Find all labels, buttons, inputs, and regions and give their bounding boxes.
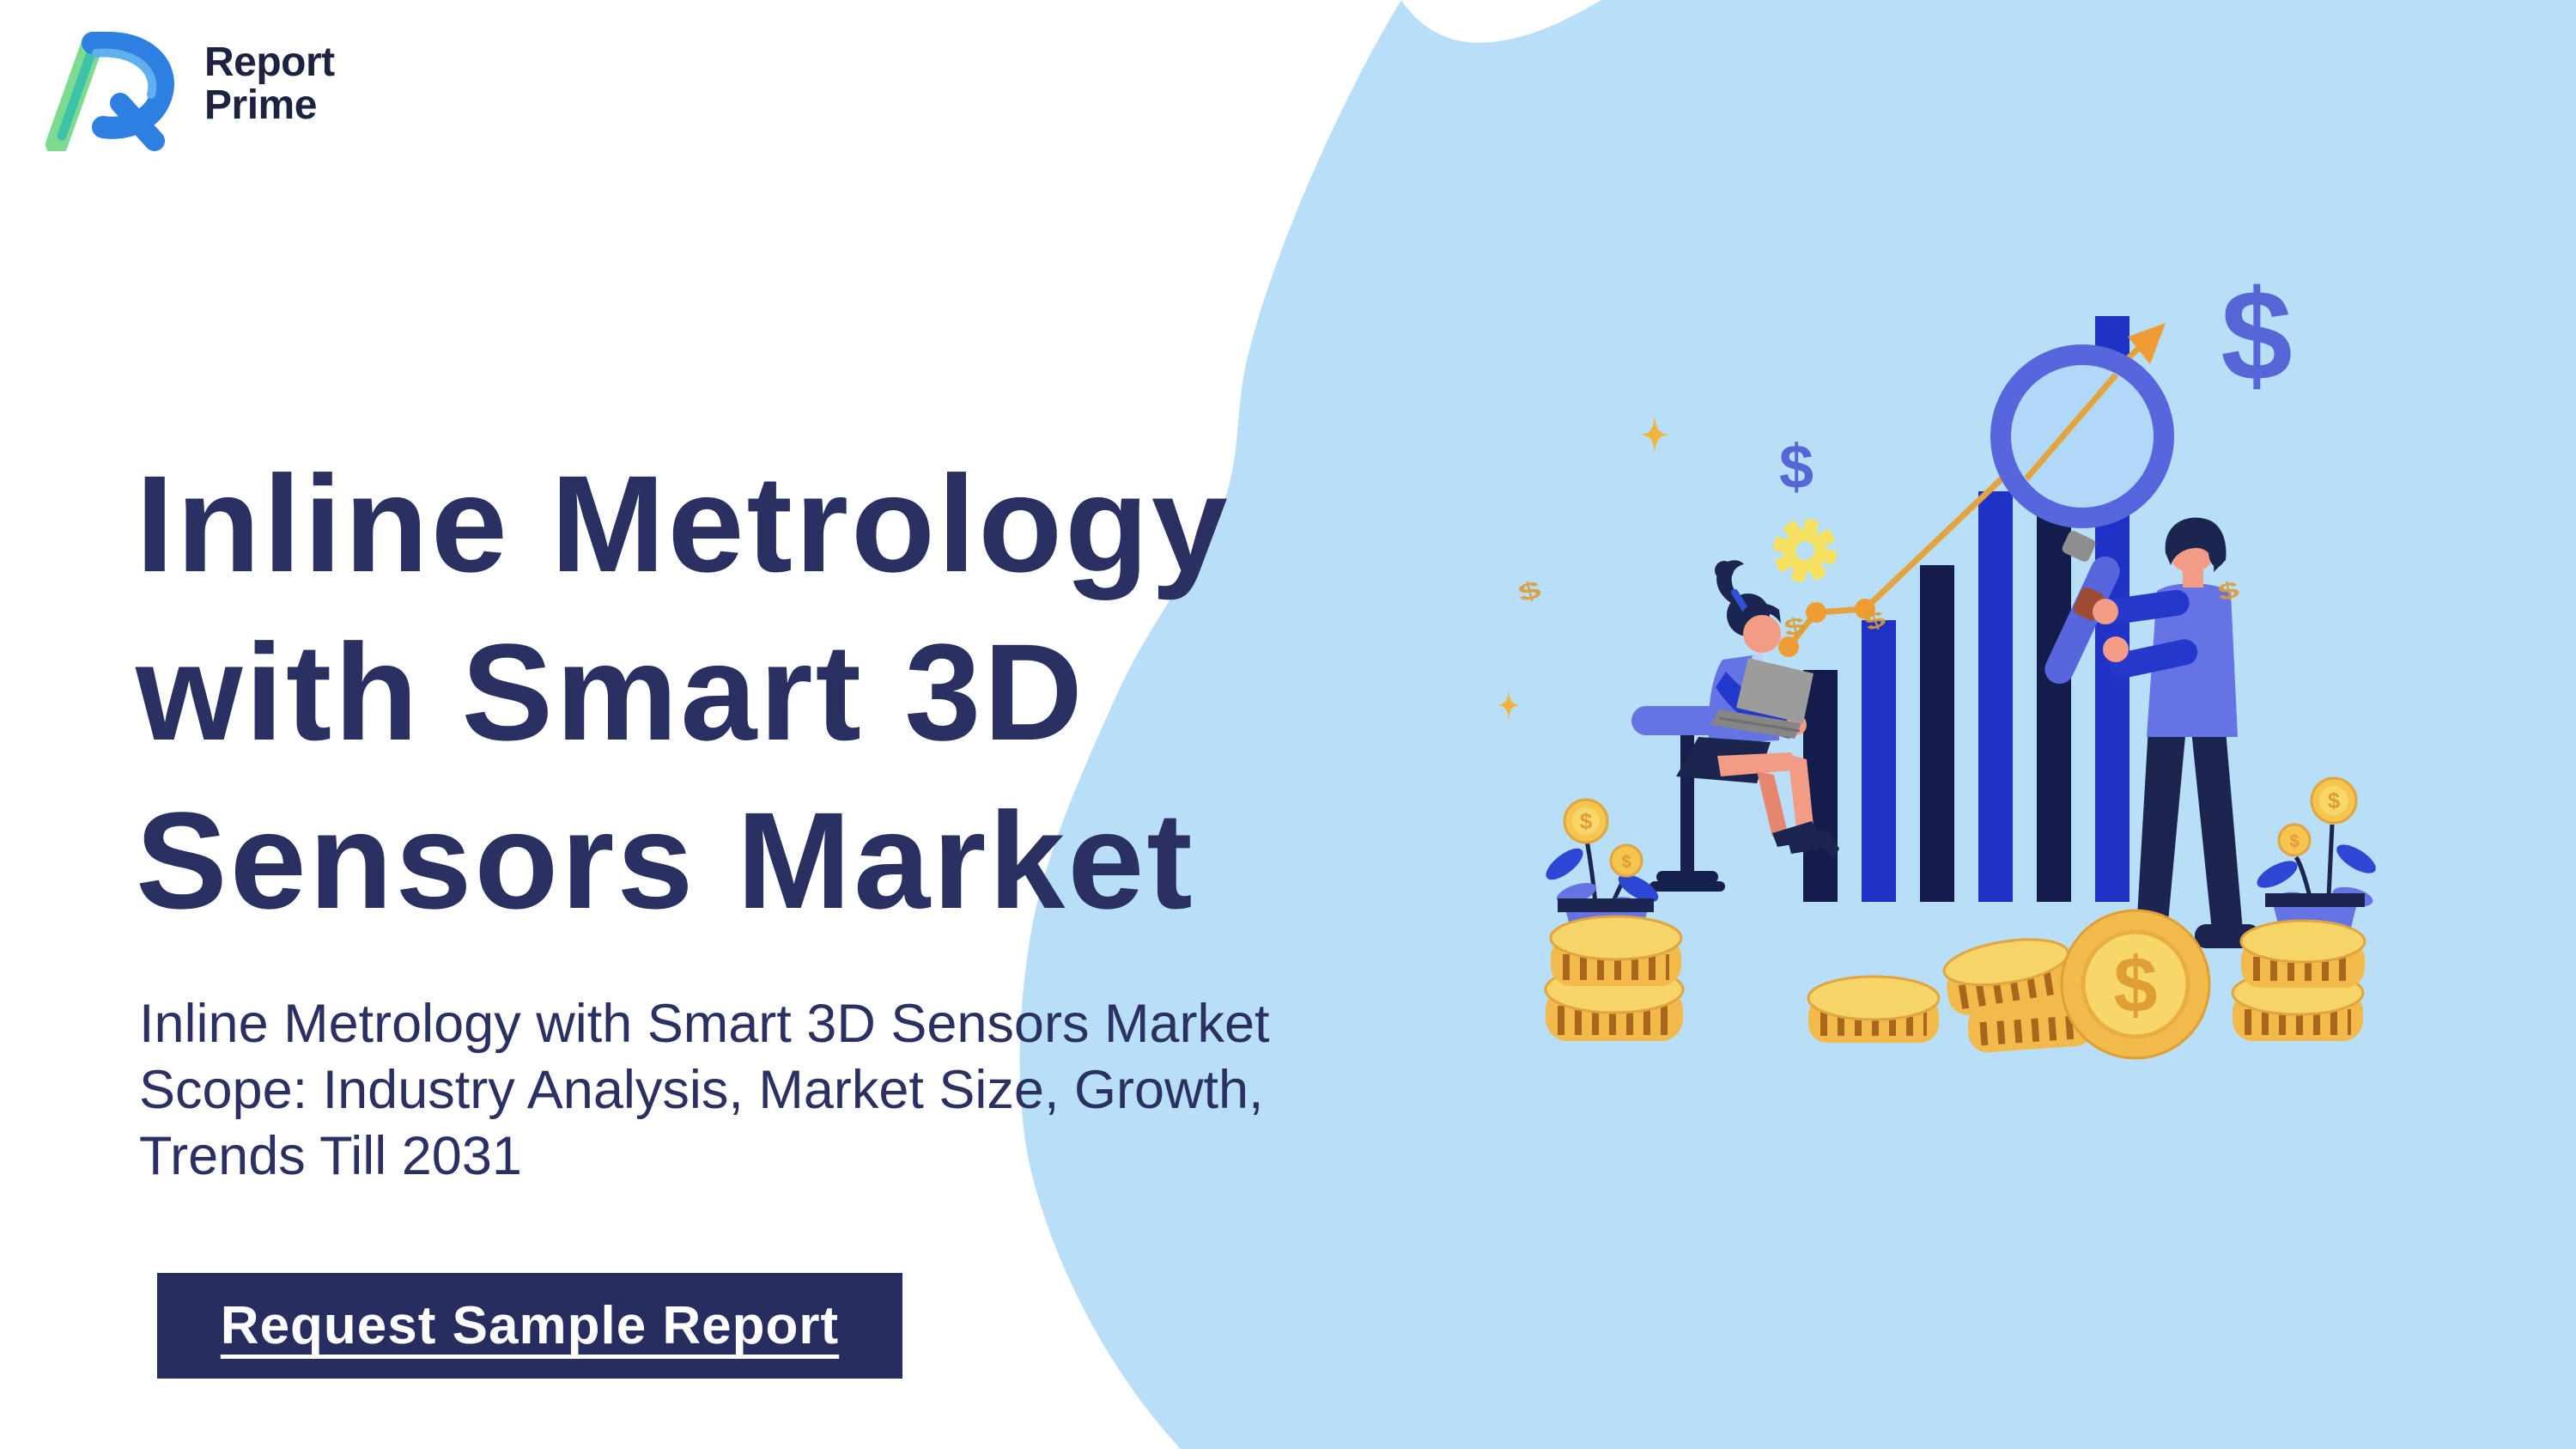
svg-text:$: $ (2113, 941, 2157, 1029)
sparkle-icon (1497, 690, 1521, 721)
title-line-3: Sensors Market (136, 783, 1195, 937)
coin-stack-icon: $ (2215, 576, 2366, 1041)
subtitle-line-2: Scope: Industry Analysis, Market Size, G… (139, 1060, 1264, 1120)
logo-line-2: Prime (204, 82, 317, 128)
request-sample-report-label: Request Sample Report (220, 1296, 840, 1355)
dollar-icon: $ (2221, 263, 2292, 407)
request-sample-report-button[interactable]: Request Sample Report (157, 1273, 902, 1379)
dollar-icon: $ (1779, 433, 1814, 502)
coin-stack-icon: $ (1516, 575, 1685, 1041)
title-line-2: with Smart 3D (136, 615, 1085, 769)
logo-line-1: Report (204, 39, 335, 85)
gear-icon (1773, 519, 1837, 582)
svg-text:$: $ (2328, 788, 2341, 813)
subtitle-line-3: Trends Till 2031 (139, 1126, 522, 1186)
page-title: Inline Metrology with Smart 3D Sensors M… (136, 440, 1230, 945)
coin-stack-icon: $ (1782, 612, 1941, 1043)
coin-icon: $ (2060, 909, 2211, 1060)
magnifier-icon (1990, 344, 2174, 685)
sparkle-icon (1640, 416, 1669, 454)
laptop-icon (1710, 658, 1814, 739)
svg-text:$: $ (1621, 853, 1631, 872)
subtitle: Inline Metrology with Smart 3D Sensors M… (139, 991, 1269, 1190)
report-prime-logo-mark (46, 32, 174, 151)
svg-text:$: $ (1580, 808, 1593, 834)
svg-text:$: $ (2289, 832, 2299, 851)
title-line-1: Inline Metrology (136, 447, 1230, 600)
logo-text: Report Prime (204, 39, 335, 128)
coin-stack-icon: $ (1862, 606, 2094, 1053)
subtitle-line-1: Inline Metrology with Smart 3D Sensors M… (139, 994, 1270, 1054)
logo[interactable]: Report Prime (36, 17, 335, 151)
